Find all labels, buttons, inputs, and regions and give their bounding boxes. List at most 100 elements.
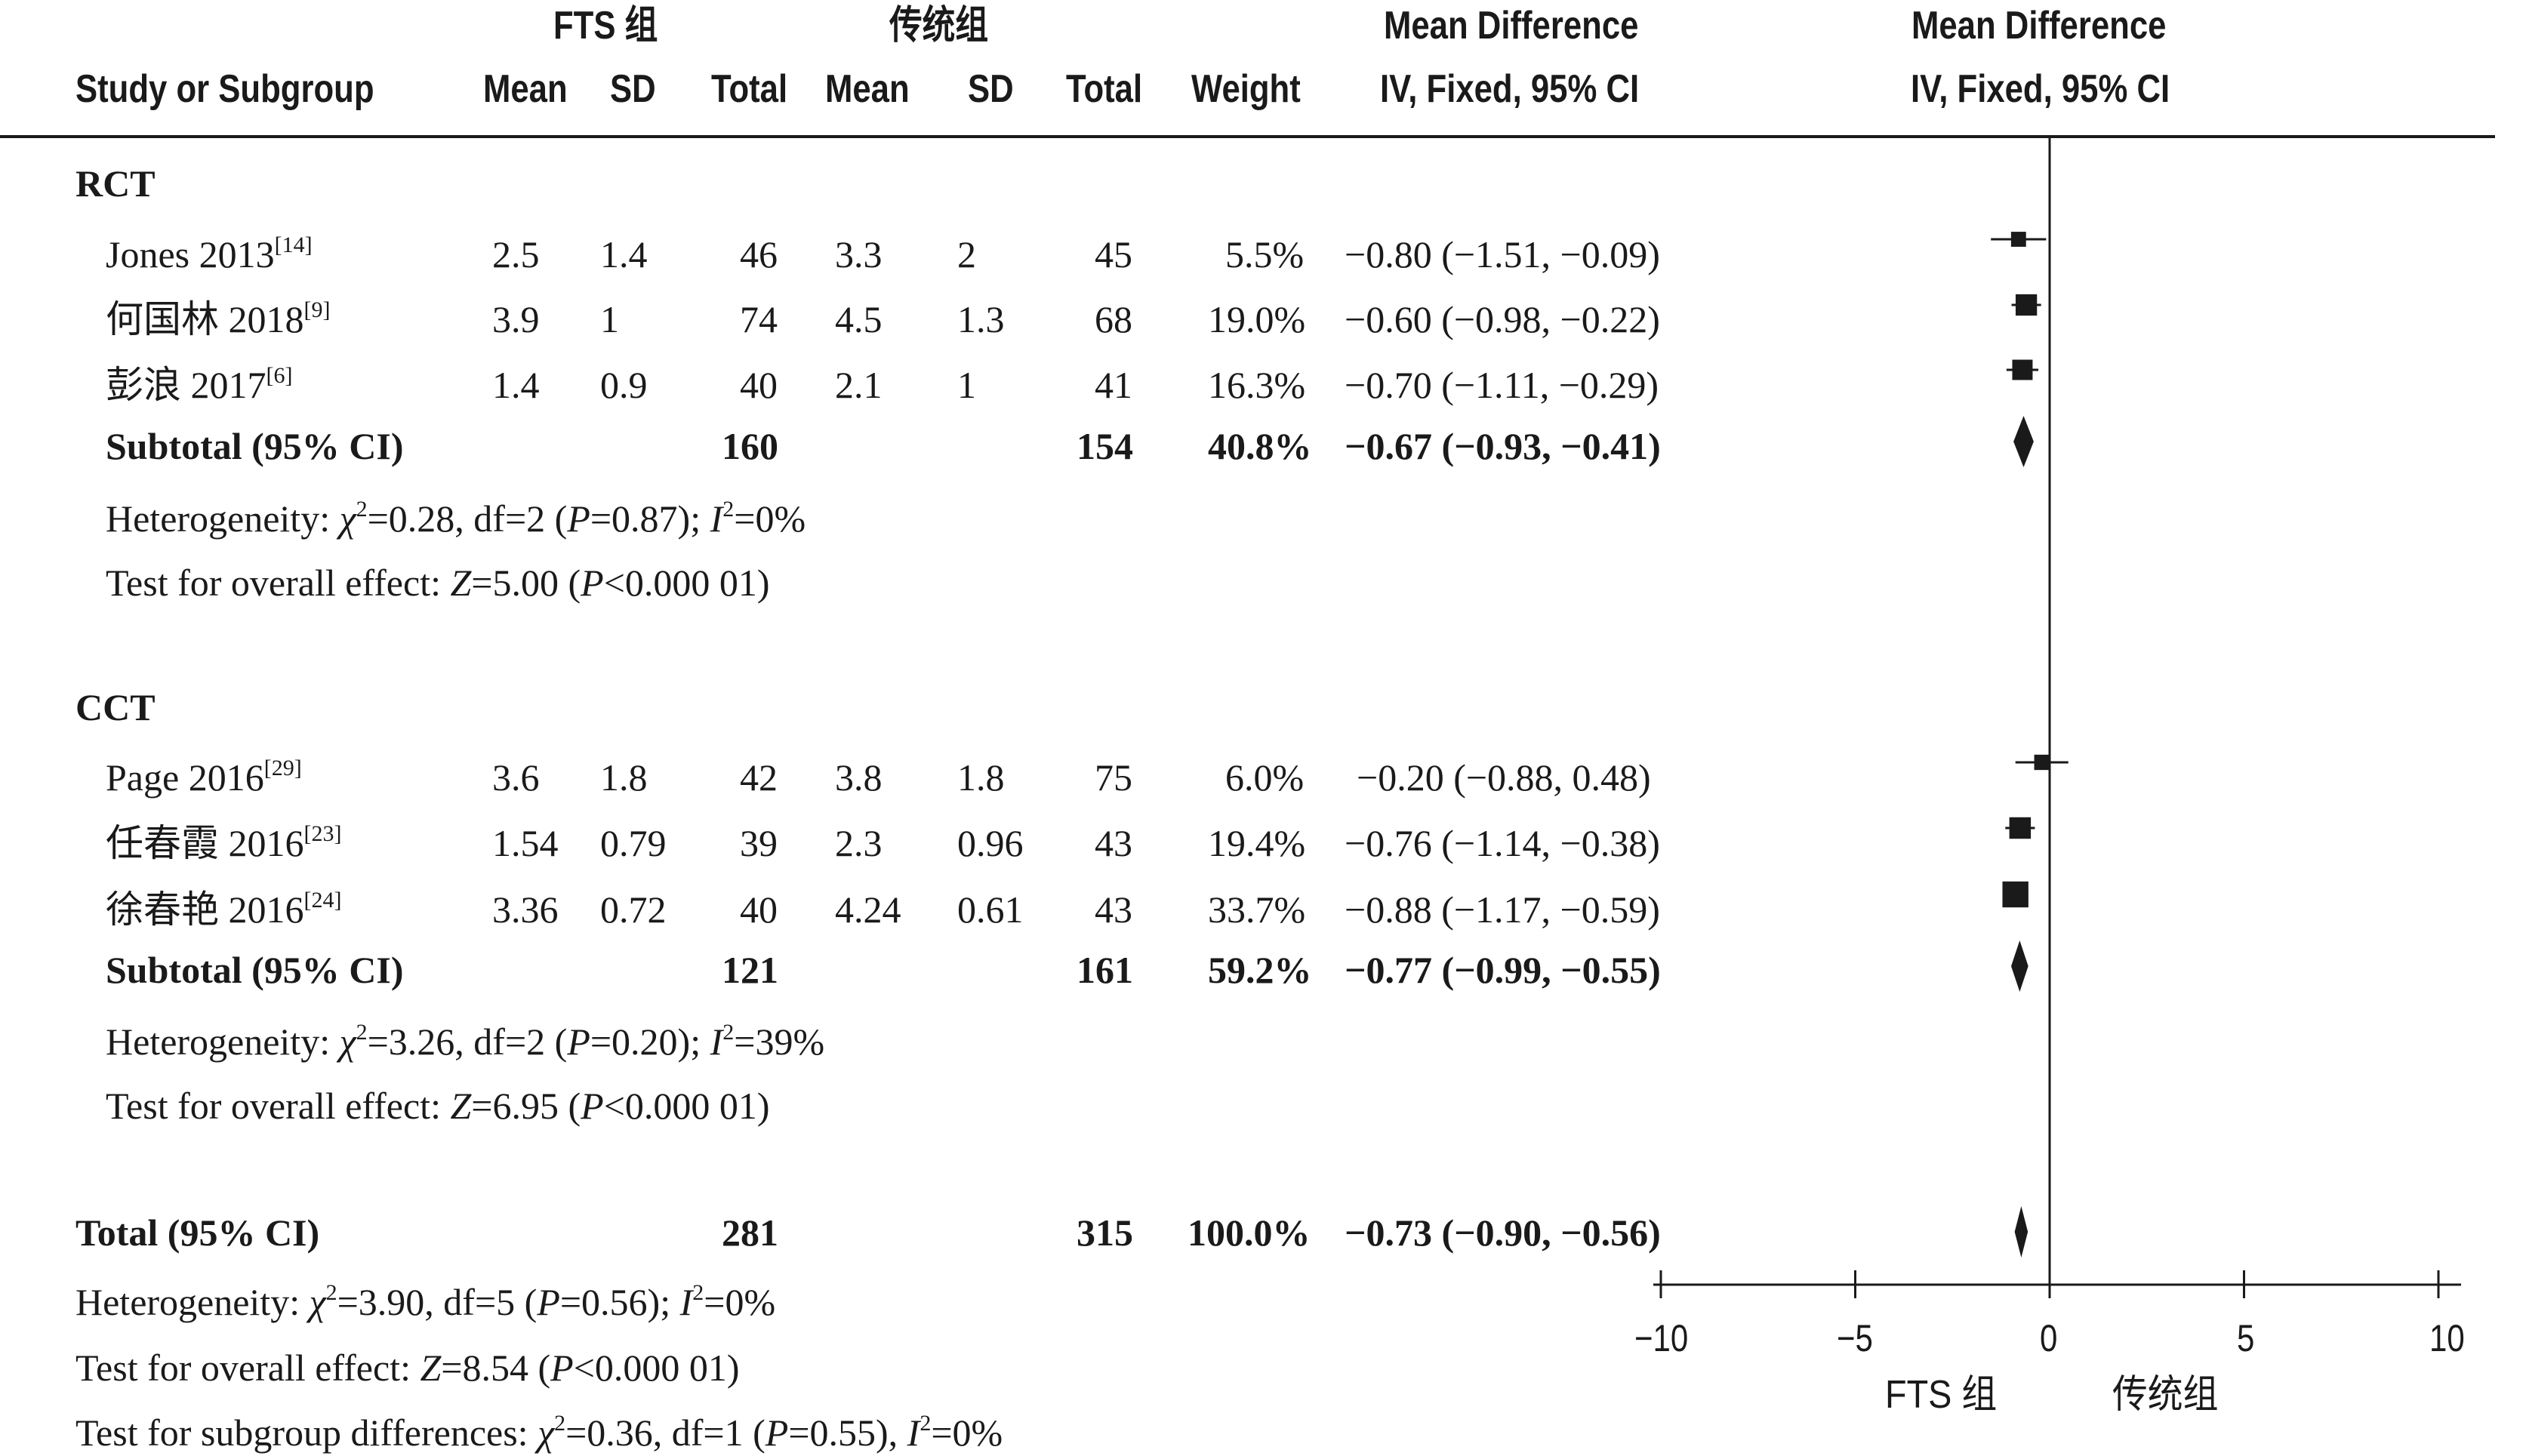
group2-header: 传统组 bbox=[889, 4, 989, 48]
study-sd1: 0.79 bbox=[600, 822, 667, 864]
study-label: Page 2016[29] bbox=[106, 756, 302, 799]
study-sd2: 0.96 bbox=[957, 822, 1024, 864]
study-ci: −0.20 (−0.88, 0.48) bbox=[1357, 756, 1651, 799]
study-mean1: 3.9 bbox=[492, 298, 540, 340]
col-sd1: SD bbox=[610, 67, 656, 111]
total-overall-effect-text: Test for overall effect: Z=8.54 (P<0.000… bbox=[75, 1347, 740, 1389]
study-ci: −0.70 (−1.11, −0.29) bbox=[1345, 364, 1659, 406]
x-tick-label: −10 bbox=[1634, 1317, 1689, 1359]
subgroup-title: RCT bbox=[75, 162, 156, 205]
study-weight: 33.7% bbox=[1208, 888, 1306, 931]
study-ci: −0.88 (−1.17, −0.59) bbox=[1345, 888, 1660, 931]
study-ci: −0.80 (−1.51, −0.09) bbox=[1345, 233, 1660, 276]
study-mean2: 3.8 bbox=[835, 756, 883, 799]
total-heterogeneity-text: Heterogeneity: χ2=3.90, df=5 (P=0.56); I… bbox=[75, 1280, 776, 1323]
study-n1: 74 bbox=[740, 298, 778, 340]
heterogeneity-text: Heterogeneity: χ2=3.26, df=2 (P=0.20); I… bbox=[106, 1020, 825, 1063]
md-text-header: Mean Difference bbox=[1384, 4, 1639, 48]
study-ref: [9] bbox=[303, 297, 331, 322]
study-n1: 46 bbox=[740, 233, 778, 276]
subtotal-weight: 59.2% bbox=[1208, 949, 1312, 991]
study-sd2: 1.8 bbox=[957, 756, 1005, 799]
study-sd1: 0.9 bbox=[600, 364, 648, 406]
study-sd1: 1.4 bbox=[600, 233, 648, 276]
study-sd2: 0.61 bbox=[957, 888, 1024, 931]
study-weight-square bbox=[2015, 294, 2038, 316]
study-n2: 75 bbox=[1095, 756, 1132, 799]
study-mean1: 1.54 bbox=[492, 822, 559, 864]
heterogeneity-text: Heterogeneity: χ2=0.28, df=2 (P=0.87); I… bbox=[106, 497, 806, 540]
study-mean2: 4.24 bbox=[835, 888, 901, 931]
subtotal-label: Subtotal (95% CI) bbox=[106, 425, 404, 467]
col-total2: Total bbox=[1066, 67, 1143, 111]
md-plot-header: Mean Difference bbox=[1911, 4, 2167, 48]
study-n1: 42 bbox=[740, 756, 778, 799]
col-study: Study or Subgroup bbox=[75, 67, 374, 111]
study-mean1: 3.6 bbox=[492, 756, 540, 799]
study-weight-square bbox=[2012, 359, 2033, 380]
x-tick-label: 0 bbox=[2040, 1317, 2058, 1359]
subgroup-title: CCT bbox=[75, 686, 156, 728]
study-label: 彭浪 2017[6] bbox=[106, 363, 293, 406]
col-ci-plot: IV, Fixed, 95% CI bbox=[1911, 67, 2170, 111]
total-n2: 315 bbox=[1077, 1211, 1133, 1254]
col-mean1: Mean bbox=[483, 67, 568, 111]
study-sd1: 1 bbox=[600, 298, 619, 340]
study-ref: [29] bbox=[263, 756, 302, 780]
col-mean2: Mean bbox=[825, 67, 910, 111]
study-mean1: 3.36 bbox=[492, 888, 559, 931]
subtotal-ci: −0.67 (−0.93, −0.41) bbox=[1345, 425, 1661, 467]
study-mean1: 1.4 bbox=[492, 364, 540, 406]
study-ref: [24] bbox=[303, 888, 342, 913]
subtotal-n2: 161 bbox=[1077, 949, 1133, 991]
subtotal-ci: −0.77 (−0.99, −0.55) bbox=[1345, 949, 1661, 991]
study-mean2: 2.3 bbox=[835, 822, 883, 864]
overall-effect-text: Test for overall effect: Z=5.00 (P<0.000… bbox=[106, 562, 770, 604]
study-n1: 39 bbox=[740, 822, 778, 864]
study-ref: [23] bbox=[303, 821, 342, 846]
study-sd2: 2 bbox=[957, 233, 976, 276]
group1-header: FTS 组 bbox=[553, 4, 658, 48]
study-label: 徐春艳 2016[24] bbox=[106, 888, 342, 931]
col-total1: Total bbox=[711, 67, 788, 111]
study-sd2: 1.3 bbox=[957, 298, 1005, 340]
study-mean1: 2.5 bbox=[492, 233, 540, 276]
study-weight: 6.0% bbox=[1225, 756, 1305, 799]
study-ci: −0.60 (−0.98, −0.22) bbox=[1345, 298, 1660, 340]
subtotal-n1: 160 bbox=[722, 425, 778, 467]
study-weight-square bbox=[2009, 817, 2032, 839]
total-label: Total (95% CI) bbox=[75, 1211, 320, 1254]
study-weight: 19.0% bbox=[1208, 298, 1306, 340]
total-ci: −0.73 (−0.90, −0.56) bbox=[1345, 1211, 1661, 1254]
study-n1: 40 bbox=[740, 888, 778, 931]
study-label: Jones 2013[14] bbox=[106, 232, 313, 276]
study-n2: 43 bbox=[1095, 822, 1132, 864]
study-n2: 68 bbox=[1095, 298, 1132, 340]
study-weight: 16.3% bbox=[1208, 364, 1306, 406]
subgroup-differences-text: Test for subgroup differences: χ2=0.36, … bbox=[75, 1411, 1003, 1454]
total-weight: 100.0% bbox=[1188, 1211, 1311, 1254]
study-weight-square bbox=[2002, 881, 2029, 908]
study-mean2: 2.1 bbox=[835, 364, 883, 406]
x-tick-label: 5 bbox=[2237, 1317, 2255, 1359]
x-tick-label: −5 bbox=[1837, 1317, 1873, 1359]
study-ref: [14] bbox=[274, 232, 313, 257]
study-n2: 41 bbox=[1095, 364, 1132, 406]
favours-left-label: FTS 组 bbox=[1885, 1373, 1998, 1417]
pooled-diamond bbox=[2014, 1206, 2029, 1257]
study-label: 何国林 2018[9] bbox=[106, 297, 331, 340]
study-sd1: 0.72 bbox=[600, 888, 667, 931]
study-n2: 43 bbox=[1095, 888, 1132, 931]
subtotal-weight: 40.8% bbox=[1208, 425, 1312, 467]
study-ref: [6] bbox=[266, 363, 293, 388]
study-n1: 40 bbox=[740, 364, 778, 406]
study-mean2: 4.5 bbox=[835, 298, 883, 340]
study-label: 任春霞 2016[23] bbox=[106, 821, 342, 864]
pooled-diamond bbox=[2011, 940, 2029, 992]
study-weight: 5.5% bbox=[1225, 233, 1305, 276]
total-n1: 281 bbox=[722, 1211, 778, 1254]
subtotal-n2: 154 bbox=[1077, 425, 1133, 467]
favours-right-label: 传统组 bbox=[2112, 1373, 2219, 1417]
subtotal-n1: 121 bbox=[722, 949, 778, 991]
